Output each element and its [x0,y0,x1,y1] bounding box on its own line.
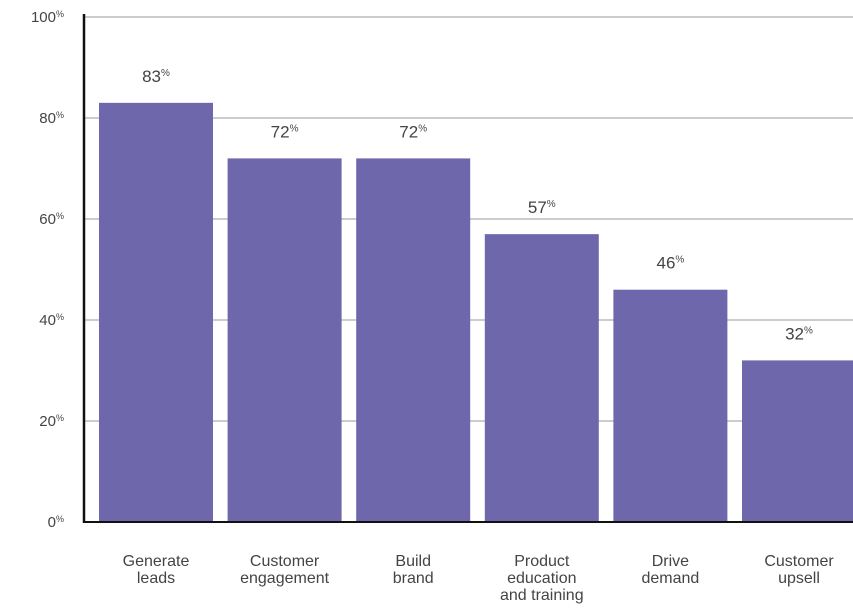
axes [82,14,853,523]
x-tick-label: Drive demand [641,553,699,587]
y-tick-labels: 0% 20% 40% 60% 80% 100% [31,9,64,531]
y-tick-label: 20% [39,413,64,430]
y-tick-label: 100% [31,9,64,26]
y-tick-label: 80% [39,110,64,127]
x-tick-label: Customer upsell [764,553,834,587]
x-tick-label: Product education and training [500,553,584,604]
x-category-labels: Generate leads Customer engagement Build bran… [123,553,835,604]
data-label: 83% [142,67,170,86]
data-label: 72% [271,122,299,141]
bar [742,360,853,522]
data-label: 46% [656,254,684,273]
data-label: 72% [399,122,427,141]
data-label: 32% [785,324,813,343]
bar [227,158,342,522]
y-tick-label: 0% [48,514,64,531]
bar [613,289,728,522]
bars [99,102,853,522]
y-tick-label: 60% [39,211,64,228]
bar [356,158,471,522]
bar [99,102,213,522]
bar [484,234,599,522]
x-tick-label: Customer engagement [240,553,330,587]
data-labels: 83% 72% 72% 57% 46% 32% [142,67,813,344]
x-tick-label: Generate leads [123,553,190,587]
x-tick-label: Build brand [393,553,434,587]
y-tick-label: 40% [39,312,64,329]
data-label: 57% [528,198,556,217]
